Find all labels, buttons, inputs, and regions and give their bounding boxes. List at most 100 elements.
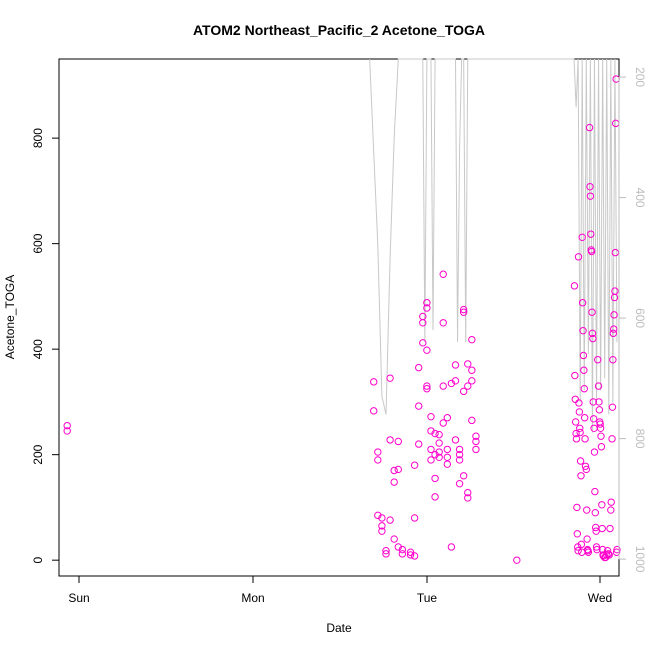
data-point [427,445,435,454]
data-point [468,416,476,425]
data-point [578,299,587,307]
data-point [390,478,398,486]
data-point [611,287,619,295]
data-point [390,466,398,475]
x-tick-label: Tue [417,591,438,605]
data-point [583,506,591,514]
data-point [464,488,472,497]
data-point [596,420,604,428]
data-point [590,448,599,456]
data-point [415,363,423,372]
data-point [410,514,419,522]
data-point [459,305,468,314]
data-point [580,366,588,374]
data-point [612,548,621,556]
data-point [587,247,596,256]
y2-tick-label: 600 [633,308,647,328]
data-point [586,182,594,191]
data-point [607,506,615,514]
y2-tick-label: 400 [633,188,647,208]
data-point [370,407,378,415]
data-point [574,543,582,551]
data-point [431,493,439,501]
data-point [427,412,435,421]
data-point [608,403,617,411]
data-point [443,460,452,468]
data-point [576,424,584,432]
data-point [603,551,611,559]
data-point [571,418,580,426]
data-point [596,424,605,432]
x-tick-label: Sun [68,591,89,605]
data-point [597,432,605,440]
data-point [406,548,415,556]
x-tick-label: Wed [588,591,612,605]
data-point [439,319,447,327]
data-point [472,437,480,446]
data-point [394,437,402,446]
data-point [459,387,468,396]
data-point [464,494,472,502]
data-point [588,329,597,338]
data-point [594,356,602,364]
secondary-series-line [369,58,618,433]
data-point [382,550,390,558]
data-point [572,435,581,443]
x-axis-label: Date [326,621,352,635]
y-tick-label: 0 [31,557,45,564]
y-tick-label: 600 [31,233,45,253]
data-point [423,304,431,312]
data-point [591,508,599,517]
axes-layer: Sun Mon Tue Wed 0 200 400 600 800 200 400 600 800 100… [31,67,647,605]
data-point [451,361,460,369]
x-tick-label: Mon [241,591,264,605]
data-point [595,398,603,406]
y-axis-label: Acetone_TOGA [3,275,17,360]
y2-tick-label: 200 [633,67,647,87]
data-point [423,385,431,393]
data-point [577,540,586,549]
data-point [587,230,595,238]
data-point [451,436,460,444]
data-point [573,503,581,512]
data-point [575,408,584,416]
data-point [63,421,71,430]
data-point [472,445,480,454]
data-point [439,382,447,390]
data-point [451,377,460,385]
data-point [435,439,443,447]
data-point [415,440,423,448]
data-point [592,543,601,551]
data-point [382,546,390,555]
data-point [63,427,71,435]
data-point [606,524,614,533]
secondary-line-layer [369,58,618,433]
data-point [583,535,591,543]
data-point [455,450,464,459]
y2-tick-label: 1000 [633,546,647,573]
data-point [468,366,476,374]
data-point [577,472,585,480]
data-point [378,514,386,522]
data-point [580,414,589,422]
data-point [609,325,618,333]
data-point [576,428,584,437]
data-point [468,377,476,385]
data-point [611,248,620,257]
data-point [443,414,452,422]
y-tick-label: 800 [31,128,45,148]
y-tick-label: 200 [31,444,45,464]
data-point [394,465,402,474]
data-point [410,461,419,469]
data-point [398,545,407,554]
data-point [378,527,386,535]
data-point [604,550,613,558]
data-point [571,371,579,380]
data-point [594,382,603,390]
data-point [571,395,579,403]
data-point [398,550,407,558]
data-point [597,443,606,451]
data-point [578,233,586,242]
data-point [595,406,604,414]
data-point [435,448,443,456]
